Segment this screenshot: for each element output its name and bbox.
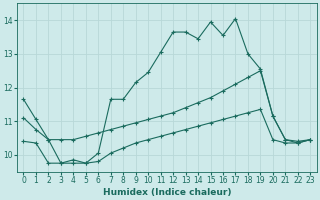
X-axis label: Humidex (Indice chaleur): Humidex (Indice chaleur)	[103, 188, 231, 197]
